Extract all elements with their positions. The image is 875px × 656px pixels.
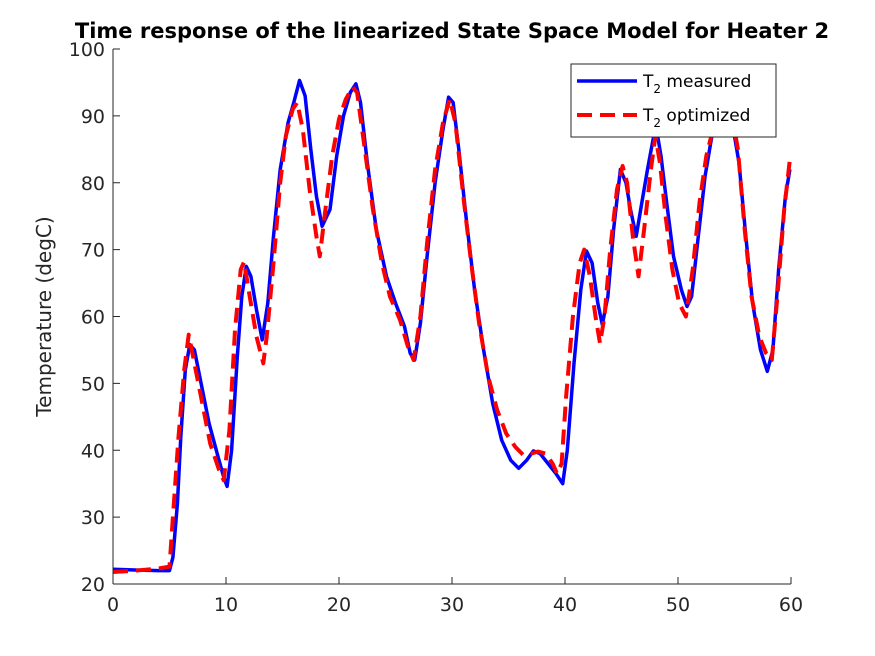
y-tick-label: 90	[81, 106, 105, 128]
y-tick-label: 50	[81, 373, 105, 395]
y-axis-label: Temperature (degC)	[32, 216, 56, 417]
ticks-layer: 0 10 20 30 40 50 60 20 30 40 50 60 70 80 90 100	[69, 39, 803, 616]
series-line-1	[112, 78, 792, 573]
plot-area	[113, 49, 791, 584]
y-tick-label: 30	[81, 507, 105, 529]
legend-box	[570, 63, 777, 138]
chart-title: Time response of the linearized State Sp…	[75, 19, 829, 43]
series-line-2	[112, 85, 792, 574]
legend-label-2: T2 optimized	[642, 106, 750, 130]
x-tick-label: 20	[327, 594, 351, 616]
y-tick-label: 70	[81, 240, 105, 262]
legend-label-1: T2 measured	[642, 72, 751, 96]
y-tick-label: 80	[81, 173, 105, 195]
series-layer	[112, 78, 792, 574]
legend: T2 measured T2 optimized	[570, 63, 777, 138]
x-tick-label: 0	[107, 594, 119, 616]
x-tick-label: 40	[553, 594, 577, 616]
x-tick-label: 30	[440, 594, 464, 616]
y-tick-label: 60	[81, 307, 105, 329]
y-tick-label: 40	[81, 440, 105, 462]
x-tick-label: 50	[666, 594, 690, 616]
x-tick-label: 10	[214, 594, 238, 616]
x-tick-label: 60	[779, 594, 803, 616]
y-tick-label: 100	[69, 39, 105, 61]
y-tick-label: 20	[81, 574, 105, 596]
